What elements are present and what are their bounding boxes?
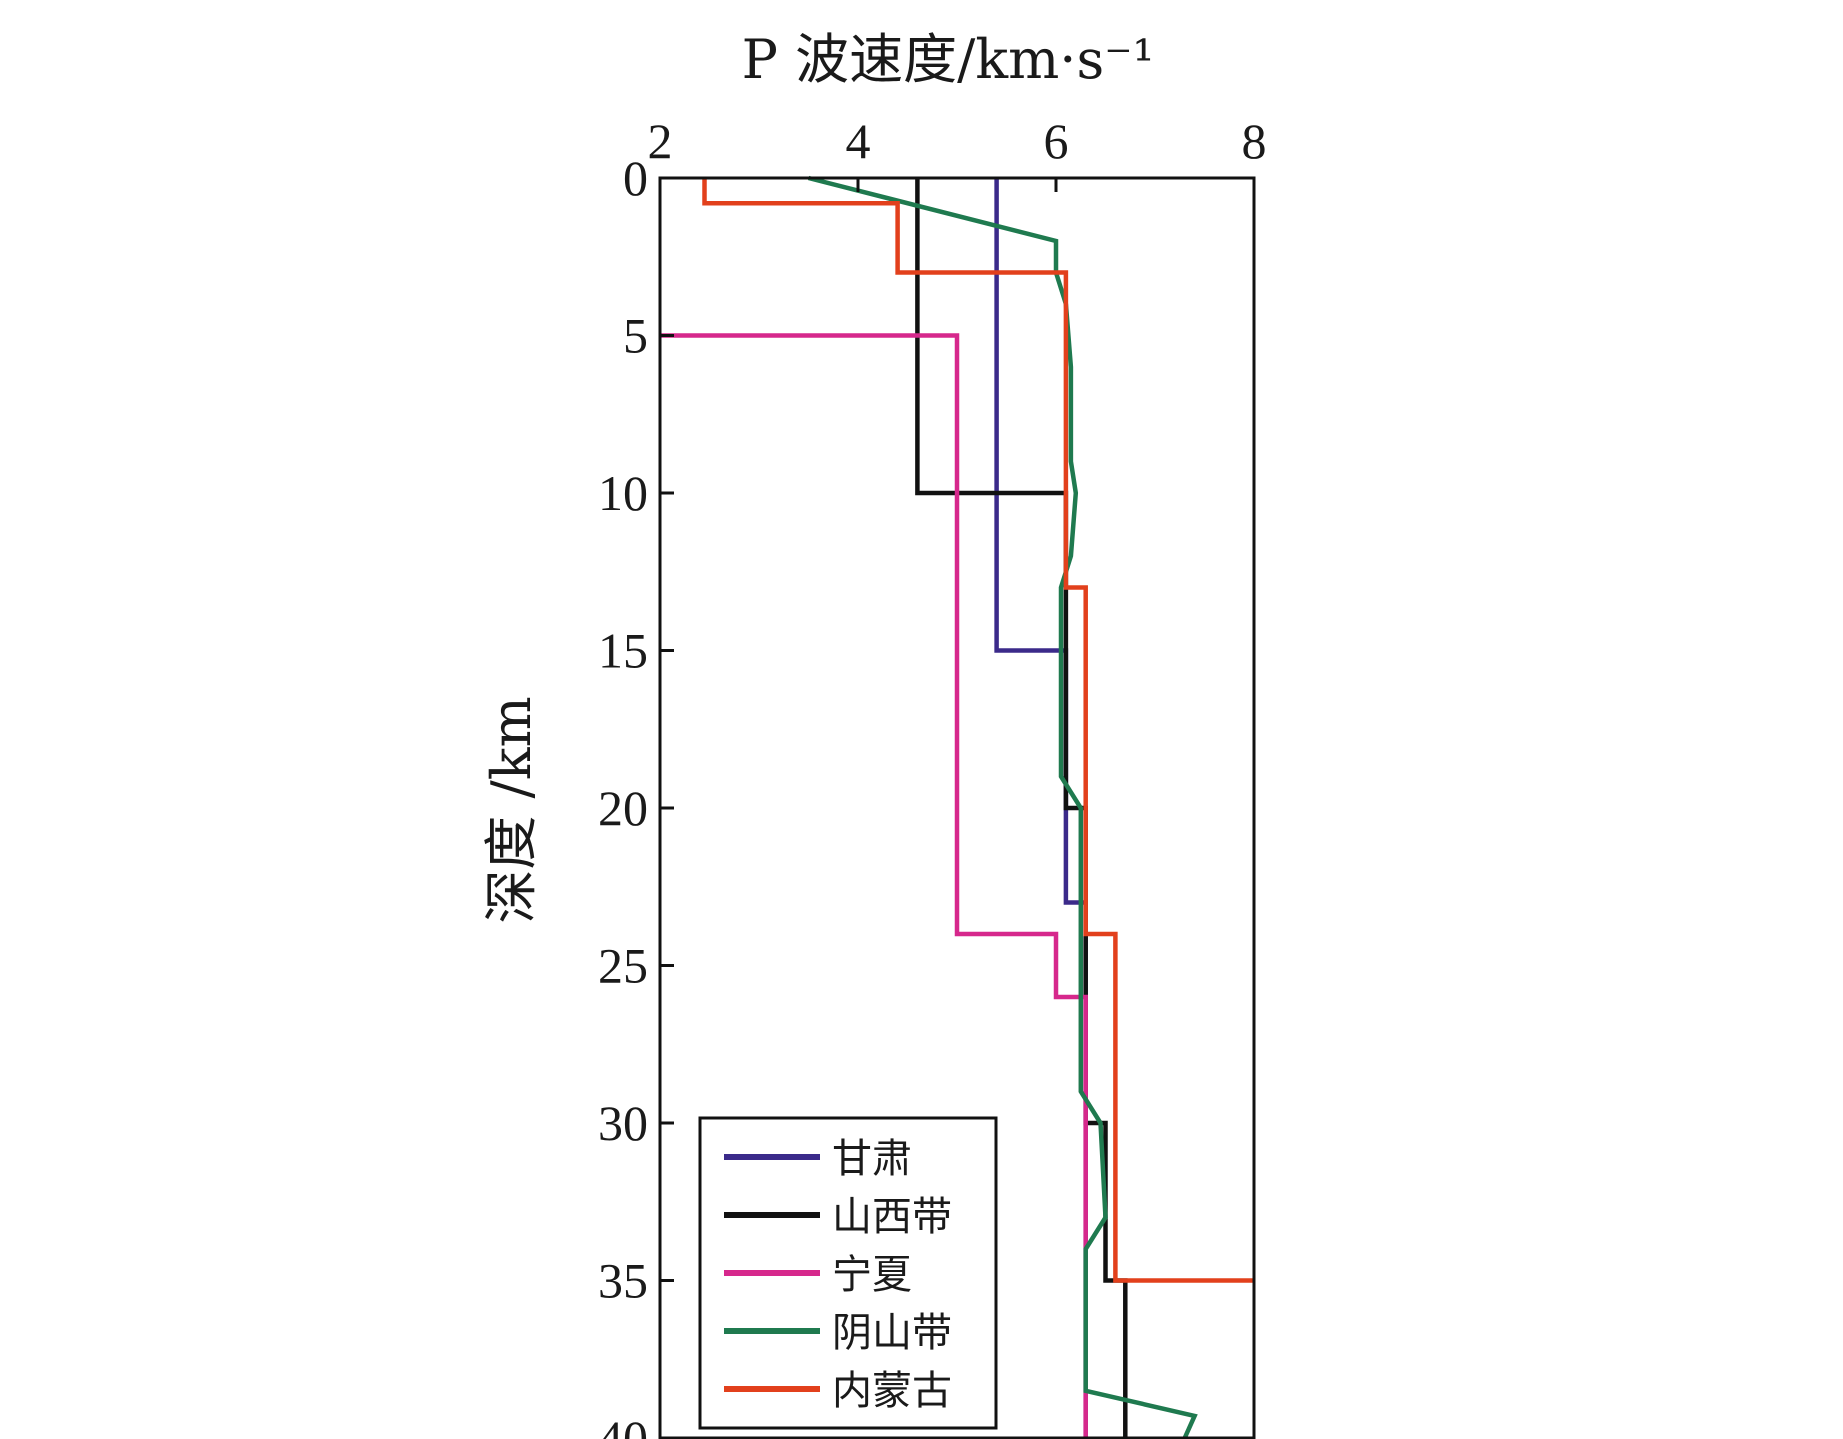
y-tick-label: 30	[598, 1095, 648, 1151]
legend-label-4: 内蒙古	[832, 1368, 952, 1414]
y-tick-label: 40	[598, 1410, 648, 1439]
series-line-2	[660, 333, 1088, 1438]
x-tick-label: 6	[1044, 113, 1069, 169]
legend-label-3: 阴山带	[832, 1310, 952, 1356]
y-axis-title: 深度 /km	[480, 696, 543, 923]
legend-label-1: 山西带	[832, 1194, 952, 1240]
y-tick-label: 35	[598, 1253, 648, 1309]
x-tick-label: 4	[846, 113, 871, 169]
series-group	[660, 175, 1254, 1439]
x-tick-label: 2	[648, 113, 673, 169]
y-axis-ticks: 0 5 10 15 20 25 30 35 40	[598, 150, 674, 1439]
x-axis-ticks: 2 4 6 8	[648, 113, 1267, 192]
series-line-4	[702, 178, 1254, 1283]
legend-label-0: 甘肃	[832, 1136, 912, 1182]
y-tick-label: 0	[623, 150, 648, 206]
y-tick-label: 15	[598, 623, 648, 679]
y-tick-label: 25	[598, 938, 648, 994]
y-tick-label: 5	[623, 308, 648, 364]
x-tick-label: 8	[1242, 113, 1267, 169]
legend-label-2: 宁夏	[832, 1252, 912, 1298]
y-tick-label: 20	[598, 780, 648, 836]
y-tick-label: 10	[598, 465, 648, 521]
x-axis-title: P 波速度/km·s⁻¹	[742, 28, 1155, 91]
